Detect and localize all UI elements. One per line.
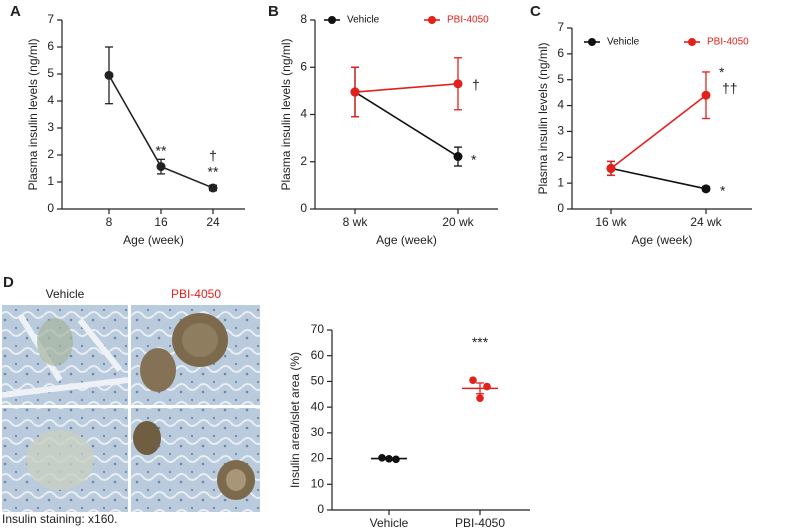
data-point: [453, 79, 463, 89]
legend-marker: [428, 16, 436, 24]
micrographs: [1, 305, 260, 512]
islet: [140, 348, 176, 392]
y-tick-label: 6: [557, 46, 564, 60]
y-tick-label: 3: [557, 124, 564, 138]
panel-label: A: [10, 3, 21, 20]
y-tick-label: 7: [557, 20, 564, 34]
legend-label: Vehicle: [607, 37, 640, 48]
y-tick-label: 50: [311, 374, 325, 388]
column-label: Vehicle: [46, 287, 85, 301]
legend-marker: [588, 38, 596, 46]
y-tick-label: 0: [557, 201, 564, 215]
y-tick-label: 8: [300, 12, 307, 26]
x-axis-label: Age (week): [632, 233, 693, 247]
y-tick-label: 4: [300, 107, 307, 121]
x-tick-label: 24 wk: [690, 215, 722, 229]
data-point: [156, 162, 166, 172]
error-bar: [385, 457, 393, 460]
caption: Insulin staining: x160.: [2, 512, 117, 526]
x-axis-label: Age (week): [123, 233, 184, 247]
y-tick-label: 10: [311, 476, 325, 490]
data-point: [104, 70, 114, 80]
x-tick-label: 20 wk: [442, 215, 474, 229]
annotation: *: [471, 151, 477, 167]
x-tick-label: 16 wk: [595, 215, 627, 229]
y-tick-label: 0: [317, 502, 324, 516]
annotation: **: [208, 164, 219, 180]
data-point: [350, 87, 360, 97]
panel-label: C: [530, 3, 541, 20]
data-point: [701, 90, 711, 100]
x-tick-label: 16: [154, 215, 168, 229]
y-tick-label: 1: [47, 174, 54, 188]
legend-label: Vehicle: [347, 15, 380, 26]
annotation: †: [472, 76, 480, 92]
islet: [133, 421, 161, 455]
legend-marker: [328, 16, 336, 24]
islet-core: [182, 323, 218, 357]
series-line: [610, 167, 707, 190]
series-line: [354, 82, 459, 93]
y-tick-label: 1: [557, 175, 564, 189]
y-axis-label: Plasma insulin levels (ng/ml): [536, 42, 550, 194]
series-line: [354, 91, 459, 158]
y-tick-label: 30: [311, 425, 325, 439]
islet: [37, 318, 73, 366]
annotation: †: [209, 148, 217, 164]
y-axis-label: Plasma insulin levels (ng/ml): [26, 38, 40, 190]
y-tick-label: 0: [300, 201, 307, 215]
annotation: *: [720, 183, 726, 199]
y-tick-label: 3: [47, 120, 54, 134]
y-tick-label: 5: [47, 66, 54, 80]
islet: [26, 430, 94, 490]
data-point: [483, 382, 491, 391]
y-tick-label: 7: [47, 12, 54, 26]
y-tick-label: 6: [47, 39, 54, 53]
y-tick-label: 4: [557, 98, 564, 112]
x-tick-label: 8: [106, 215, 113, 229]
y-axis-label: Plasma insulin levels (ng/ml): [279, 38, 293, 190]
annotation: *: [719, 64, 725, 80]
x-axis-label: Age (week): [376, 233, 437, 247]
y-tick-label: 4: [47, 93, 54, 107]
y-tick-label: 2: [300, 154, 307, 168]
x-tick-label: 24: [206, 215, 220, 229]
y-tick-label: 70: [311, 322, 325, 336]
y-tick-label: 2: [557, 149, 564, 163]
data-point: [208, 183, 218, 193]
data-point: [701, 184, 711, 194]
y-tick-label: 0: [47, 201, 54, 215]
y-tick-label: 2: [47, 147, 54, 161]
y-tick-label: 6: [300, 59, 307, 73]
data-point: [453, 152, 463, 162]
y-tick-label: 40: [311, 399, 325, 413]
y-axis-label: Insulin area/islet area (%): [288, 352, 302, 488]
panel-label: D: [3, 274, 14, 291]
x-tick-label: Vehicle: [370, 516, 409, 528]
y-tick-label: 20: [311, 451, 325, 465]
legend-label: PBI-4050: [447, 15, 489, 26]
column-label: PBI-4050: [171, 287, 221, 301]
data-point: [469, 376, 477, 384]
data-point: [606, 163, 616, 173]
data-point: [476, 394, 484, 402]
error-bar: [476, 382, 484, 395]
annotation: **: [156, 142, 167, 158]
annotation: ††: [722, 80, 738, 96]
x-tick-label: 8 wk: [343, 215, 369, 229]
y-tick-label: 5: [557, 72, 564, 86]
islet-core: [226, 469, 246, 491]
legend-marker: [688, 38, 696, 46]
y-tick-label: 60: [311, 348, 325, 362]
panel-label: B: [268, 3, 279, 20]
x-tick-label: PBI-4050: [455, 516, 505, 528]
series-line: [610, 94, 707, 170]
annotation: ***: [472, 334, 489, 350]
legend-label: PBI-4050: [707, 37, 749, 48]
